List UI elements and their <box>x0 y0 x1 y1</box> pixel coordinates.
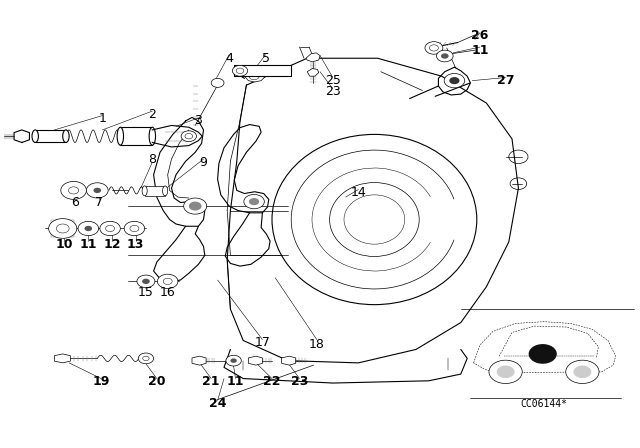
Text: 23: 23 <box>291 375 308 388</box>
Circle shape <box>226 355 241 366</box>
Text: 6: 6 <box>72 196 79 209</box>
Ellipse shape <box>32 130 38 142</box>
Text: 23: 23 <box>325 85 340 99</box>
Circle shape <box>84 226 92 231</box>
Text: 3: 3 <box>195 114 202 128</box>
Circle shape <box>184 198 207 214</box>
Polygon shape <box>307 69 319 76</box>
Text: 20: 20 <box>148 375 166 388</box>
Text: 7: 7 <box>95 196 103 209</box>
Bar <box>35 130 66 142</box>
Text: 13: 13 <box>127 237 145 251</box>
Ellipse shape <box>63 130 69 142</box>
Polygon shape <box>244 70 266 82</box>
Bar <box>120 127 152 145</box>
Polygon shape <box>282 356 296 365</box>
Text: 26: 26 <box>471 29 489 43</box>
Text: 19: 19 <box>92 375 110 388</box>
Text: 24: 24 <box>209 396 227 410</box>
Text: 4: 4 <box>225 52 233 65</box>
Circle shape <box>78 221 99 236</box>
Circle shape <box>436 50 453 62</box>
Text: 8: 8 <box>148 152 156 166</box>
Text: 14: 14 <box>351 186 366 199</box>
Circle shape <box>230 358 237 363</box>
Circle shape <box>157 274 178 289</box>
Circle shape <box>93 188 101 193</box>
Circle shape <box>181 131 196 142</box>
Circle shape <box>189 202 202 211</box>
Text: 11: 11 <box>79 237 97 251</box>
Text: 10: 10 <box>55 237 73 251</box>
Ellipse shape <box>117 127 124 145</box>
Circle shape <box>100 221 120 236</box>
Text: CC06144*: CC06144* <box>520 399 568 409</box>
Text: 25: 25 <box>325 74 340 87</box>
Circle shape <box>449 77 460 84</box>
Circle shape <box>573 366 591 378</box>
Text: 9: 9 <box>200 155 207 169</box>
Circle shape <box>138 353 154 364</box>
Text: 2: 2 <box>148 108 156 121</box>
Circle shape <box>49 219 77 238</box>
Text: 12: 12 <box>103 237 121 251</box>
Circle shape <box>232 65 248 76</box>
Polygon shape <box>306 53 320 62</box>
Text: 17: 17 <box>255 336 270 349</box>
Circle shape <box>86 183 108 198</box>
Text: 16: 16 <box>160 285 175 299</box>
Text: 11: 11 <box>471 43 489 57</box>
Circle shape <box>425 42 443 54</box>
Text: 21: 21 <box>202 375 220 388</box>
Ellipse shape <box>163 186 168 196</box>
Circle shape <box>489 360 522 383</box>
Text: 27: 27 <box>497 74 515 87</box>
Circle shape <box>61 181 86 199</box>
Bar <box>145 186 165 196</box>
Bar <box>234 65 291 76</box>
Circle shape <box>529 344 557 364</box>
Text: 15: 15 <box>138 285 154 299</box>
Circle shape <box>124 221 145 236</box>
Polygon shape <box>54 354 70 363</box>
Circle shape <box>137 275 155 288</box>
Circle shape <box>497 366 515 378</box>
Circle shape <box>444 73 465 88</box>
Text: 18: 18 <box>309 337 324 351</box>
Circle shape <box>441 53 449 59</box>
Ellipse shape <box>149 127 156 145</box>
Text: 22: 22 <box>263 375 281 388</box>
Ellipse shape <box>142 186 147 196</box>
Circle shape <box>249 198 259 205</box>
Text: 5: 5 <box>262 52 269 65</box>
Circle shape <box>244 194 264 209</box>
Text: 1: 1 <box>99 112 106 125</box>
Circle shape <box>566 360 599 383</box>
Circle shape <box>142 279 150 284</box>
Polygon shape <box>248 356 262 365</box>
Circle shape <box>211 78 224 87</box>
Polygon shape <box>192 356 206 365</box>
Text: 11: 11 <box>227 375 244 388</box>
